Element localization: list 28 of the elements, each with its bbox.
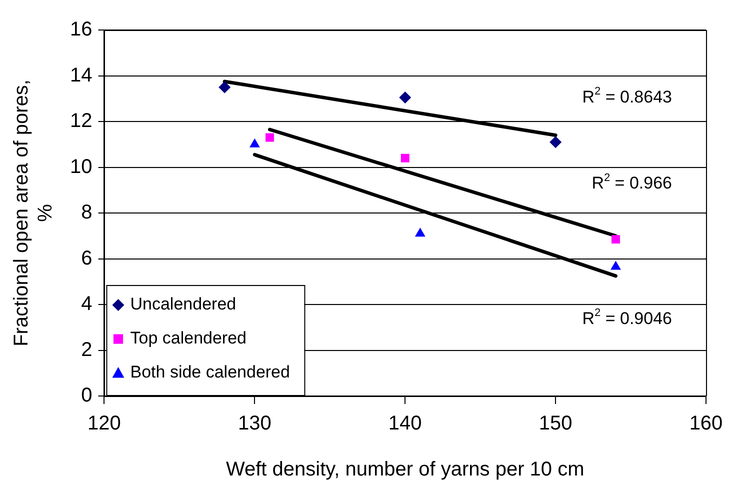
x-axis-title: Weft density, number of yarns per 10 cm	[226, 458, 584, 481]
point	[610, 260, 621, 270]
x-tick-label: 130	[238, 412, 272, 435]
x-tick-label: 140	[388, 412, 422, 435]
point	[550, 136, 562, 148]
y-tick-label: 4	[81, 293, 92, 316]
x-tick-label: 120	[88, 412, 121, 435]
x-tick-label: 150	[538, 412, 572, 435]
legend-label: Uncalendered	[130, 294, 236, 314]
x-tick-label: 160	[689, 412, 723, 435]
y-tick-label: 14	[70, 64, 92, 86]
y-tick-label: 8	[81, 202, 92, 224]
y-tick-label: 10	[70, 156, 92, 178]
y-tick-label: 6	[81, 247, 92, 270]
point	[265, 133, 274, 142]
point	[249, 138, 260, 148]
y-tick-label: 2	[81, 338, 92, 361]
point	[218, 81, 231, 94]
y-tick-label: 16	[70, 18, 92, 41]
point	[400, 154, 410, 162]
point	[414, 228, 426, 237]
point	[399, 91, 412, 104]
legend-label: Both side calendered	[130, 362, 290, 382]
legend-label: Top calendered	[130, 328, 247, 348]
y-tick-label: 0	[81, 384, 92, 407]
point	[611, 235, 620, 244]
y-axis-title: Fractional open area of pores, %	[10, 80, 57, 346]
y-tick-label: 12	[70, 110, 92, 132]
